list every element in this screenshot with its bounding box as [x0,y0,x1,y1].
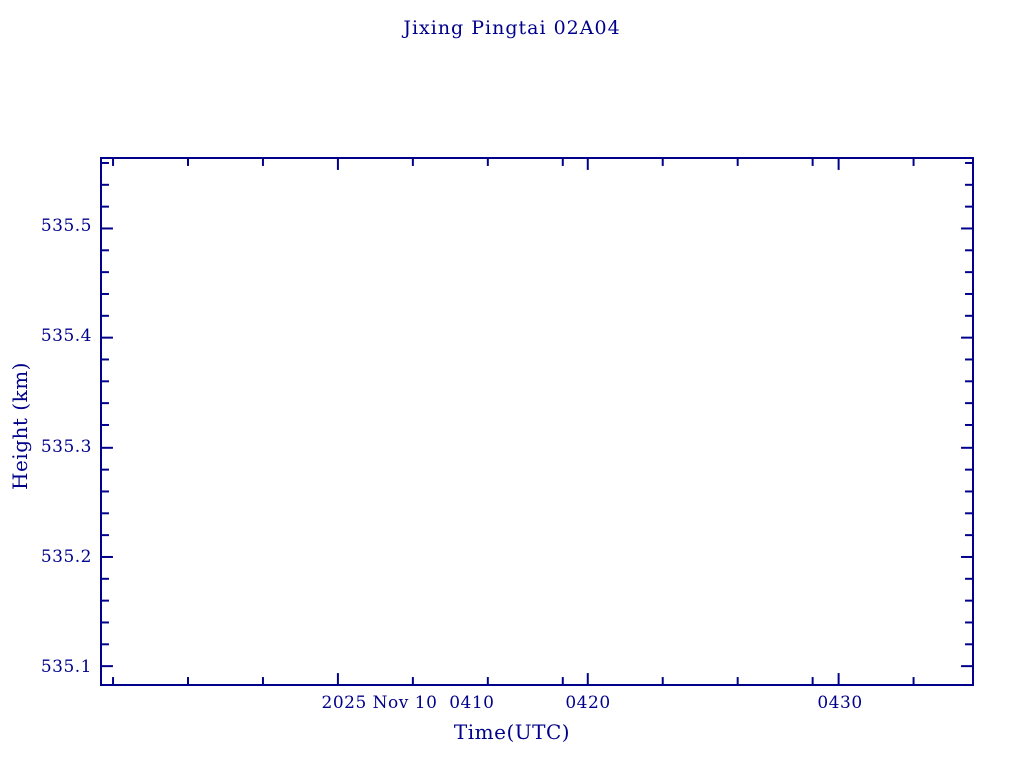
x-tick-label: 0430 [817,693,863,713]
axis-ticks [102,159,972,684]
x-axis-title: Time(UTC) [453,720,571,744]
plot-area [100,157,974,686]
y-tick-label: 535.1 [40,657,92,677]
plot-canvas [102,159,972,684]
y-axis-tick-labels: 535.5 535.4 535.3 535.2 535.1 [0,0,92,768]
y-axis-title: Height (km) [8,362,32,490]
y-tick-label: 535.5 [40,216,92,236]
x-tick-label: 2025 Nov 10 0410 [321,693,495,713]
y-tick-label: 535.3 [40,437,92,457]
y-tick-label: 535.4 [40,326,92,346]
x-tick-label: 0420 [565,693,611,713]
chart-title: Jixing Pingtai 02A04 [403,17,621,39]
y-tick-label: 535.2 [40,547,92,567]
